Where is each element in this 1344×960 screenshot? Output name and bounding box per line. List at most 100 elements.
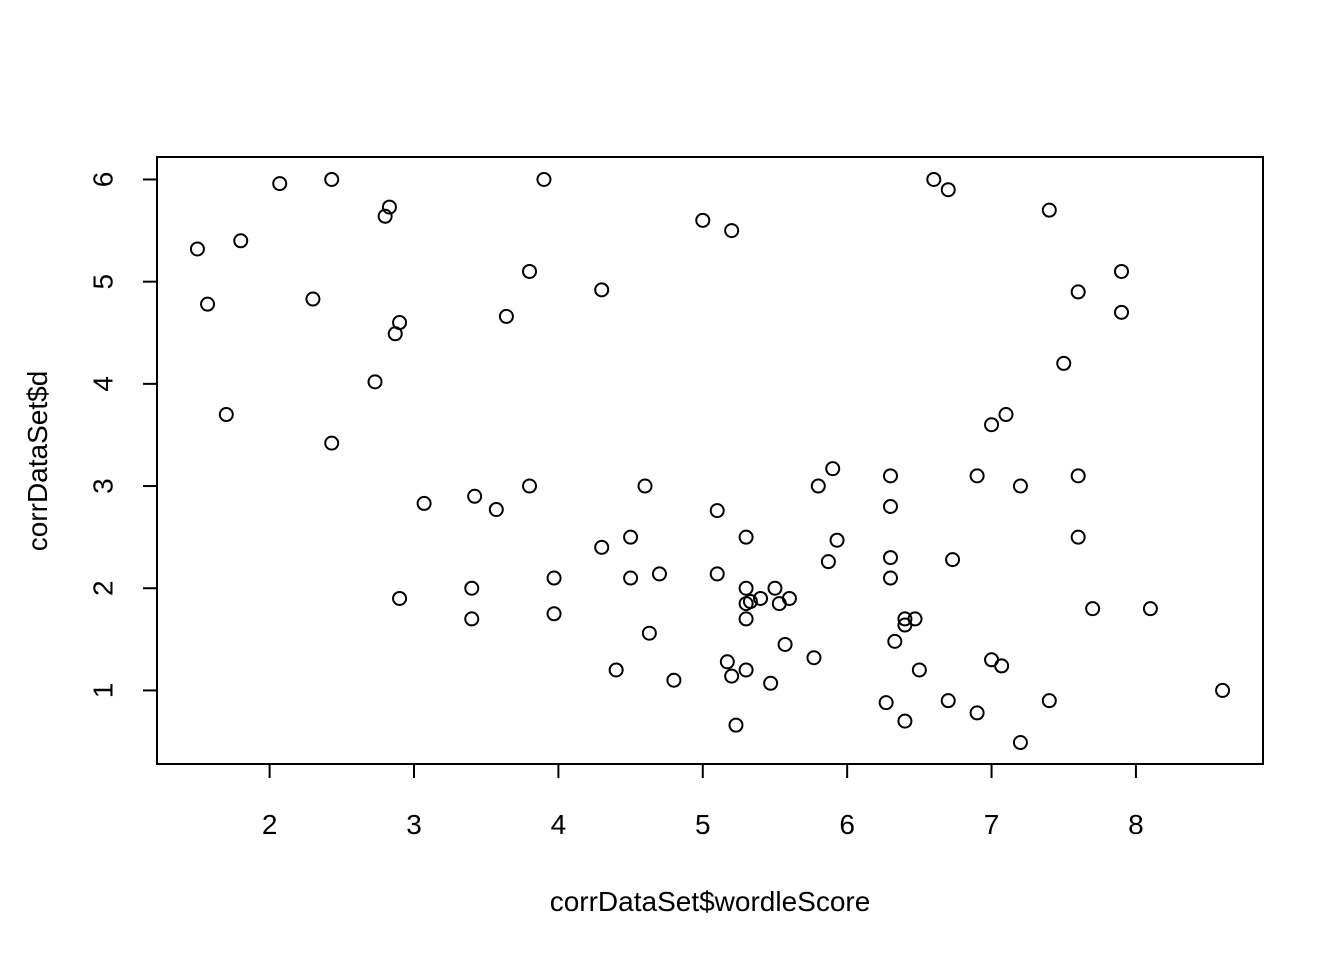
data-point	[369, 375, 382, 388]
y-tick-label: 1	[88, 683, 119, 699]
data-point	[548, 607, 561, 620]
data-point	[1144, 602, 1157, 615]
data-point	[779, 638, 792, 651]
data-point	[325, 173, 338, 186]
data-point	[999, 408, 1012, 421]
data-point	[468, 490, 481, 503]
plot-frame	[157, 157, 1263, 764]
x-tick-label: 8	[1128, 809, 1144, 840]
data-point	[667, 674, 680, 687]
data-point	[740, 612, 753, 625]
data-point	[740, 663, 753, 676]
data-point	[913, 663, 926, 676]
data-point	[1086, 602, 1099, 615]
data-point	[1057, 357, 1070, 370]
data-point	[711, 504, 724, 517]
x-axis: 2 3 4 5 6 7 8	[262, 764, 1144, 840]
x-tick-label: 6	[839, 809, 855, 840]
data-point	[822, 555, 835, 568]
y-tick-label: 2	[88, 580, 119, 596]
data-point	[548, 572, 561, 585]
data-point	[201, 298, 214, 311]
data-point	[880, 696, 893, 709]
data-point	[740, 582, 753, 595]
y-axis-title: corrDataSet$d	[22, 371, 53, 552]
x-tick-label: 4	[551, 809, 567, 840]
data-point	[971, 706, 984, 719]
data-point	[624, 572, 637, 585]
data-point	[465, 612, 478, 625]
data-point	[523, 265, 536, 278]
data-point	[764, 677, 777, 690]
data-point	[273, 177, 286, 190]
data-point	[831, 534, 844, 547]
data-point	[884, 572, 897, 585]
data-point	[884, 551, 897, 564]
data-point	[1043, 204, 1056, 217]
data-point	[1014, 480, 1027, 493]
x-tick-label: 5	[695, 809, 711, 840]
data-point	[500, 310, 513, 323]
data-point	[740, 531, 753, 544]
data-point	[465, 582, 478, 595]
data-point	[1072, 531, 1085, 544]
y-tick-label: 4	[88, 376, 119, 392]
y-tick-label: 3	[88, 478, 119, 494]
data-point	[393, 316, 406, 329]
data-point	[653, 567, 666, 580]
data-point	[418, 497, 431, 510]
data-point	[888, 635, 901, 648]
data-point	[325, 437, 338, 450]
data-point	[1014, 736, 1027, 749]
x-tick-label: 2	[262, 809, 278, 840]
data-point	[1072, 285, 1085, 298]
data-point	[537, 173, 550, 186]
data-point	[220, 408, 233, 421]
data-point	[1072, 469, 1085, 482]
data-point	[1216, 684, 1229, 697]
data-point	[490, 503, 503, 516]
y-tick-label: 6	[88, 172, 119, 188]
data-point	[234, 234, 247, 247]
data-point	[595, 541, 608, 554]
data-point	[721, 655, 734, 668]
data-point	[523, 480, 536, 493]
data-point	[643, 627, 656, 640]
data-point	[696, 214, 709, 227]
data-point	[639, 480, 652, 493]
y-axis: 1 2 3 4 5 6	[88, 172, 158, 699]
data-point	[610, 663, 623, 676]
data-point	[595, 283, 608, 296]
x-tick-label: 7	[984, 809, 1000, 840]
data-point	[1115, 265, 1128, 278]
data-point	[783, 592, 796, 605]
data-point	[729, 719, 742, 732]
x-axis-title: corrDataSet$wordleScore	[550, 886, 871, 917]
data-point	[393, 592, 406, 605]
data-point	[1043, 694, 1056, 707]
data-point	[768, 582, 781, 595]
data-point	[942, 183, 955, 196]
data-point	[711, 567, 724, 580]
data-point	[1115, 306, 1128, 319]
data-point	[725, 670, 738, 683]
y-tick-label: 5	[88, 274, 119, 290]
data-point	[927, 173, 940, 186]
data-point	[725, 224, 738, 237]
data-point	[995, 659, 1008, 672]
data-point	[807, 651, 820, 664]
data-point	[985, 418, 998, 431]
data-point	[946, 553, 959, 566]
data-point	[884, 469, 897, 482]
data-point	[971, 469, 984, 482]
x-tick-label: 3	[406, 809, 422, 840]
data-point	[826, 462, 839, 475]
data-point	[624, 531, 637, 544]
data-point	[884, 500, 897, 513]
data-point	[306, 293, 319, 306]
data-point	[812, 480, 825, 493]
data-point	[898, 715, 911, 728]
data-point	[942, 694, 955, 707]
data-point	[191, 242, 204, 255]
